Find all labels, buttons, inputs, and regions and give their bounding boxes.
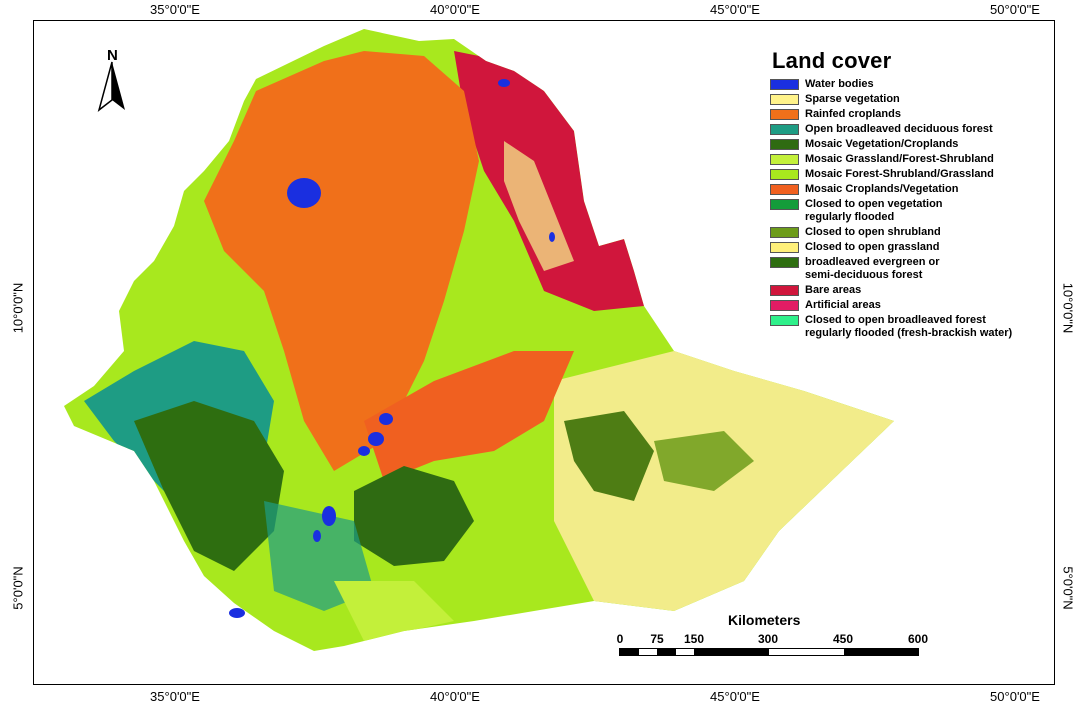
- legend-label: Bare areas: [805, 284, 862, 296]
- legend-item: Artificial areas: [770, 299, 1052, 312]
- legend-label: Closed to open broadleaved forest regula…: [805, 314, 1013, 339]
- lake-abaya: [498, 79, 510, 87]
- bare-area-region: [454, 51, 644, 311]
- legend-label: Mosaic Croplands/Vegetation: [805, 183, 959, 195]
- latitude-label-left: 5°0'0"N: [10, 566, 26, 610]
- legend-label: Closed to open vegetation regularly floo…: [805, 198, 943, 223]
- cropland-region: [364, 351, 574, 481]
- legend-swatch: [770, 139, 799, 150]
- legend-item: Bare areas: [770, 284, 1052, 297]
- cropland-region: [204, 51, 479, 471]
- longitude-label-top: 50°0'0"E: [990, 2, 1040, 17]
- lake-turkana-tip: [229, 608, 245, 618]
- legend-label: Rainfed croplands: [805, 108, 901, 120]
- longitude-label-bottom: 50°0'0"E: [990, 689, 1040, 704]
- legend: Land cover Water bodies Sparse vegetation…: [770, 48, 1052, 342]
- legend-label: broadleaved evergreen or semi-deciduous …: [805, 256, 940, 281]
- legend-item: Closed to open grassland: [770, 241, 1052, 254]
- legend-swatch: [770, 227, 799, 238]
- legend-item: Rainfed croplands: [770, 108, 1052, 121]
- lake-abbe: [549, 232, 555, 242]
- scale-segment: [639, 649, 657, 655]
- shrubland-region: [564, 411, 654, 501]
- north-arrow-icon: [97, 61, 125, 112]
- legend-swatch: [770, 94, 799, 105]
- legend-swatch: [770, 285, 799, 296]
- longitude-label-bottom: 35°0'0"E: [150, 689, 200, 704]
- latitude-label-right: 5°0'0"N: [1060, 566, 1076, 610]
- scale-label: 150: [683, 632, 705, 646]
- legend-swatch: [770, 109, 799, 120]
- north-label: N: [107, 47, 118, 64]
- legend-item: Closed to open vegetation regularly floo…: [770, 198, 1052, 224]
- land-cover-map: [64, 29, 894, 651]
- legend-item: Water bodies: [770, 78, 1052, 91]
- legend-item: Mosaic Grassland/Forest-Shrubland: [770, 153, 1052, 166]
- longitude-label-bottom: 40°0'0"E: [430, 689, 480, 704]
- legend-swatch: [770, 199, 799, 210]
- scale-segment: [769, 649, 844, 655]
- sparse-vegetation-region: [504, 141, 574, 271]
- legend-item: Mosaic Forest-Shrubland/Grassland: [770, 168, 1052, 181]
- rift-lake: [313, 530, 321, 542]
- scale-segment: [844, 649, 918, 655]
- grassland-region: [334, 581, 454, 641]
- legend-item: Mosaic Croplands/Vegetation: [770, 183, 1052, 196]
- legend-swatch: [770, 124, 799, 135]
- scale-title: Kilometers: [728, 612, 801, 628]
- legend-swatch: [770, 315, 799, 326]
- evergreen-forest-region: [354, 466, 474, 566]
- longitude-label-top: 45°0'0"E: [710, 2, 760, 17]
- shrubland-region: [654, 431, 754, 491]
- legend-item: Closed to open broadleaved forest regula…: [770, 314, 1052, 340]
- legend-swatch: [770, 154, 799, 165]
- longitude-label-top: 40°0'0"E: [430, 2, 480, 17]
- legend-label: Artificial areas: [805, 299, 881, 311]
- legend-label: Mosaic Vegetation/Croplands: [805, 138, 959, 150]
- rift-lake: [358, 446, 370, 456]
- legend-swatch: [770, 169, 799, 180]
- scale-segment: [676, 649, 694, 655]
- legend-swatch: [770, 184, 799, 195]
- latitude-label-left: 10°0'0"N: [10, 282, 26, 334]
- longitude-label-top: 35°0'0"E: [150, 2, 200, 17]
- legend-item: Mosaic Vegetation/Croplands: [770, 138, 1052, 151]
- scale-label: 600: [907, 632, 929, 646]
- legend-label: Closed to open shrubland: [805, 226, 941, 238]
- legend-item: Sparse vegetation: [770, 93, 1052, 106]
- rift-lake: [368, 432, 384, 446]
- legend-swatch: [770, 79, 799, 90]
- rift-lake: [322, 506, 336, 526]
- legend-label: Open broadleaved deciduous forest: [805, 123, 993, 135]
- evergreen-forest-region: [134, 401, 284, 571]
- legend-label: Sparse vegetation: [805, 93, 900, 105]
- legend-list: Water bodies Sparse vegetation Rainfed cro…: [770, 78, 1052, 340]
- scale-label: 0: [616, 632, 624, 646]
- longitude-label-bottom: 45°0'0"E: [710, 689, 760, 704]
- scale-label: 450: [832, 632, 854, 646]
- scale-label: 300: [757, 632, 779, 646]
- legend-item: Open broadleaved deciduous forest: [770, 123, 1052, 136]
- legend-swatch: [770, 257, 799, 268]
- rift-lake: [379, 413, 393, 425]
- legend-swatch: [770, 242, 799, 253]
- legend-label: Mosaic Forest-Shrubland/Grassland: [805, 168, 994, 180]
- scale-segment: [694, 649, 769, 655]
- legend-label: Closed to open grassland: [805, 241, 940, 253]
- scale-bar: [619, 648, 919, 656]
- legend-item: Closed to open shrubland: [770, 226, 1052, 239]
- scale-segment: [657, 649, 676, 655]
- legend-label: Water bodies: [805, 78, 874, 90]
- scale-segment: [620, 649, 639, 655]
- legend-swatch: [770, 300, 799, 311]
- scale-label: 75: [650, 632, 664, 646]
- latitude-label-right: 10°0'0"N: [1060, 282, 1076, 334]
- legend-item: broadleaved evergreen or semi-deciduous …: [770, 256, 1052, 282]
- legend-label: Mosaic Grassland/Forest-Shrubland: [805, 153, 994, 165]
- lake-tana: [287, 178, 321, 208]
- legend-title: Land cover: [772, 48, 892, 73]
